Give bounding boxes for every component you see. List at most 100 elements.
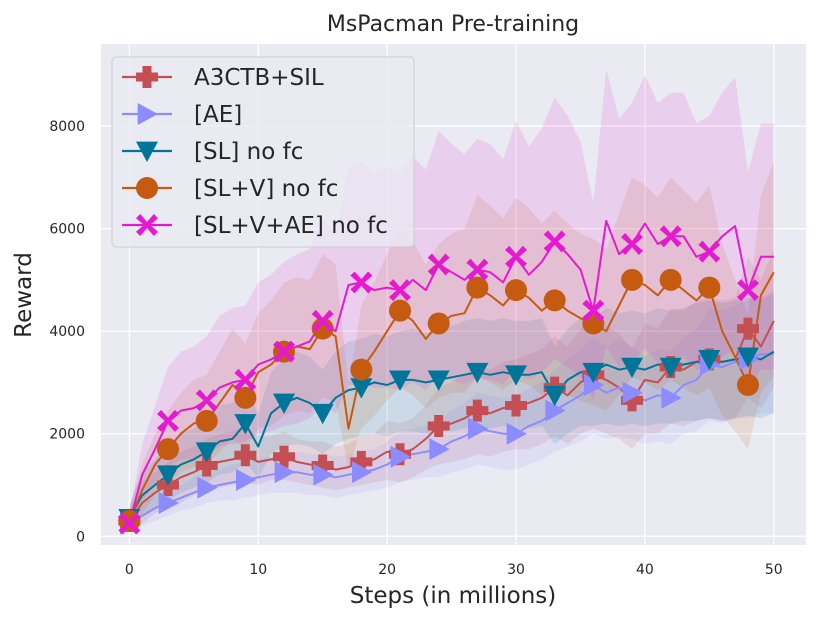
point-sl-v-ae-no-fc bbox=[427, 253, 450, 276]
point-sl-no-fc bbox=[195, 442, 218, 463]
point-sl-v-ae-no-fc bbox=[350, 271, 373, 294]
point-sl-no-fc bbox=[311, 403, 334, 425]
x-tick-label: 50 bbox=[765, 562, 783, 578]
legend-marker-sl-v-ae-no-fc bbox=[136, 214, 158, 236]
x-tick-label: 20 bbox=[378, 562, 396, 578]
point-ae bbox=[545, 399, 566, 422]
x-tick-label: 30 bbox=[507, 562, 525, 578]
point-sl-no-fc bbox=[466, 362, 489, 384]
legend-label: [SL+V] no fc bbox=[194, 176, 338, 202]
point-a3ctb-sil bbox=[195, 454, 218, 477]
point-sl-v-no-fc bbox=[157, 438, 180, 461]
point-sl-v-no-fc bbox=[698, 276, 721, 299]
point-ae bbox=[351, 461, 373, 484]
band-sl-v-ae-no-fc bbox=[129, 69, 774, 533]
point-sl-v-ae-no-fc bbox=[737, 279, 760, 302]
legend-marker-a3ctb-sil bbox=[136, 66, 158, 88]
point-sl-no-fc bbox=[582, 362, 605, 384]
x-tick-labels: 0 10 20 30 40 50 bbox=[125, 562, 783, 578]
point-sl-v-no-fc bbox=[621, 268, 644, 291]
point-sl-no-fc bbox=[659, 357, 682, 379]
point-sl-v-ae-no-fc bbox=[118, 512, 141, 535]
y-tick-label: 6000 bbox=[49, 222, 85, 238]
legend-item-a3ctb-sil: A3CTB+SIL bbox=[122, 65, 324, 91]
legend-item-sl-v-no-fc: [SL+V] no fc bbox=[122, 176, 338, 202]
point-ae bbox=[622, 381, 644, 404]
point-sl-v-no-fc bbox=[466, 276, 489, 299]
point-sl-v-no-fc bbox=[195, 409, 218, 432]
point-a3ctb-sil bbox=[505, 394, 528, 417]
chart-title: MsPacman Pre-training bbox=[327, 12, 579, 37]
point-sl-v-ae-no-fc bbox=[698, 240, 721, 263]
point-sl-v-no-fc bbox=[659, 268, 682, 291]
point-ae bbox=[197, 476, 218, 499]
point-a3ctb-sil bbox=[737, 317, 760, 340]
point-sl-no-fc bbox=[389, 370, 412, 391]
legend-label: [AE] bbox=[194, 102, 242, 128]
point-sl-v-no-fc bbox=[234, 386, 257, 409]
point-a3ctb-sil bbox=[427, 415, 450, 438]
point-sl-v-ae-no-fc bbox=[157, 409, 180, 432]
point-sl-no-fc bbox=[157, 465, 180, 486]
point-a3ctb-sil bbox=[466, 399, 489, 422]
point-sl-no-fc bbox=[543, 385, 566, 407]
band-sl-v-no-fc bbox=[129, 161, 774, 532]
legend-marker-sl-v-no-fc bbox=[136, 177, 158, 199]
point-sl-no-fc bbox=[505, 365, 528, 386]
point-sl-v-ae-no-fc bbox=[543, 230, 566, 253]
legend-label: A3CTB+SIL bbox=[194, 65, 324, 91]
point-sl-no-fc bbox=[350, 378, 373, 399]
y-tick-label: 2000 bbox=[49, 427, 85, 443]
point-ae bbox=[506, 422, 528, 445]
point-sl-no-fc bbox=[621, 357, 644, 379]
point-sl-no-fc bbox=[273, 393, 296, 414]
y-tick-label: 8000 bbox=[49, 119, 85, 135]
legend-item-sl-no-fc: [SL] no fc bbox=[122, 139, 303, 165]
legend-item-ae: [AE] bbox=[122, 102, 242, 128]
point-ae bbox=[274, 461, 296, 484]
point-sl-v-no-fc bbox=[505, 279, 528, 302]
point-a3ctb-sil bbox=[273, 445, 296, 468]
legend-label: [SL+V+AE] no fc bbox=[194, 213, 388, 239]
point-sl-v-ae-no-fc bbox=[195, 389, 218, 412]
point-sl-v-ae-no-fc bbox=[389, 279, 412, 302]
point-sl-v-no-fc bbox=[543, 289, 566, 312]
point-sl-v-ae-no-fc bbox=[582, 299, 605, 322]
point-sl-v-ae-no-fc bbox=[234, 368, 257, 391]
point-ae bbox=[158, 491, 180, 514]
markers-sl-v-ae-no-fc bbox=[118, 225, 760, 535]
x-tick-label: 40 bbox=[636, 562, 654, 578]
point-sl-v-ae-no-fc bbox=[311, 309, 334, 332]
point-a3ctb-sil bbox=[350, 450, 373, 473]
legend-box bbox=[111, 56, 415, 248]
point-ae bbox=[390, 445, 412, 468]
point-a3ctb-sil bbox=[621, 389, 644, 412]
point-sl-no-fc bbox=[698, 350, 721, 371]
point-sl-v-ae-no-fc bbox=[621, 232, 644, 255]
y-tick-labels: 0 2000 4000 6000 8000 bbox=[49, 119, 85, 545]
point-a3ctb-sil bbox=[234, 444, 257, 467]
point-sl-v-ae-no-fc bbox=[659, 225, 682, 248]
point-ae bbox=[429, 438, 450, 461]
point-ae bbox=[661, 386, 682, 409]
point-sl-v-no-fc bbox=[737, 374, 760, 397]
legend-item-sl-v-ae-no-fc: [SL+V+AE] no fc bbox=[122, 213, 388, 239]
point-ae bbox=[583, 374, 605, 397]
legend-label: [SL] no fc bbox=[194, 139, 303, 165]
legend: A3CTB+SIL [AE] [SL] no fc [SL+V] no fc [SL+V… bbox=[111, 56, 415, 248]
y-axis-label: Reward bbox=[11, 252, 37, 338]
x-axis-label: Steps (in millions) bbox=[350, 583, 556, 609]
y-tick-label: 0 bbox=[76, 529, 85, 545]
point-sl-v-ae-no-fc bbox=[466, 258, 489, 281]
point-sl-v-no-fc bbox=[427, 312, 450, 335]
point-ae bbox=[236, 468, 257, 491]
point-sl-no-fc bbox=[427, 370, 450, 391]
series-markers bbox=[118, 225, 760, 535]
x-tick-label: 10 bbox=[249, 562, 267, 578]
point-sl-v-ae-no-fc bbox=[505, 245, 528, 268]
point-ae bbox=[467, 417, 489, 440]
point-sl-v-no-fc bbox=[389, 299, 412, 322]
point-ae bbox=[313, 463, 334, 486]
legend-marker-sl-no-fc bbox=[136, 141, 158, 162]
